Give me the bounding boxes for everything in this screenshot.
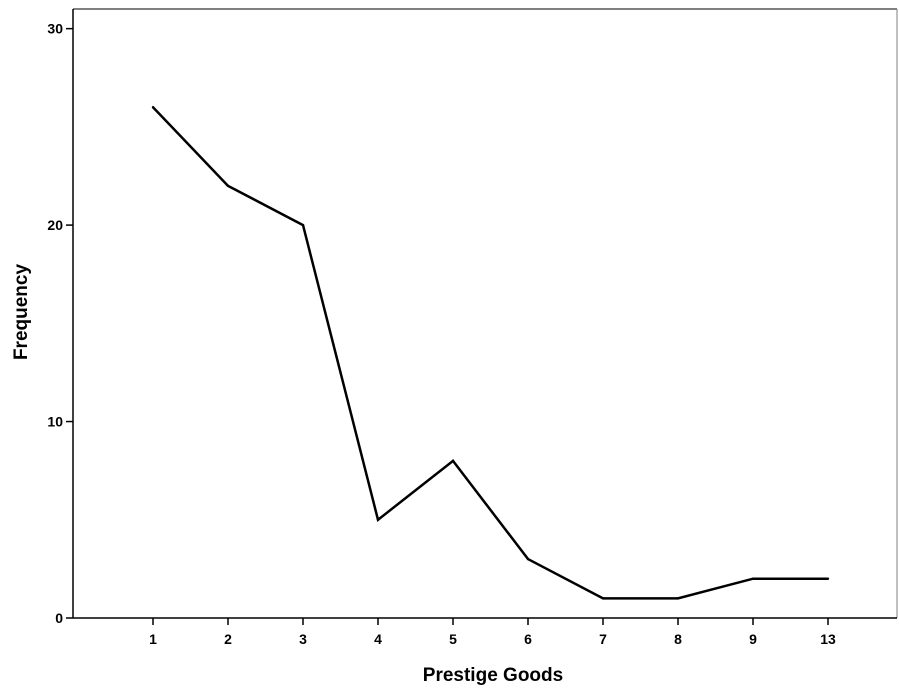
- data-point: [226, 184, 230, 188]
- x-tick-label: 2: [224, 631, 232, 647]
- x-tick-label: 1: [149, 631, 157, 647]
- y-tick-label: 0: [55, 610, 63, 626]
- data-point: [751, 577, 755, 580]
- series-group: [151, 106, 830, 600]
- series-line: [152, 106, 828, 600]
- x-tick-label: 6: [524, 631, 532, 647]
- y-tick-label: 30: [47, 21, 63, 37]
- x-tick-label: 7: [599, 631, 607, 647]
- y-tick-label: 10: [47, 414, 63, 430]
- x-tick-label: 5: [449, 631, 457, 647]
- data-point: [376, 518, 380, 521]
- x-tick-label: 8: [674, 631, 682, 647]
- data-point: [826, 577, 830, 580]
- x-axis-title: Prestige Goods: [423, 665, 563, 686]
- y-tick-label: 20: [47, 217, 63, 233]
- x-tick-label: 4: [374, 631, 382, 647]
- data-point: [676, 597, 680, 600]
- y-axis: 0 10 20 30: [47, 9, 74, 626]
- data-point: [301, 223, 305, 227]
- plot-frame: [73, 8, 898, 618]
- data-point: [601, 597, 605, 600]
- x-tick-label: 13: [820, 631, 836, 647]
- x-axis: 1 2 3 4 5 6 7 8 9 13: [73, 617, 897, 647]
- y-axis-title: Frequency: [11, 264, 32, 361]
- x-tick-label: 3: [299, 631, 307, 647]
- data-point: [526, 557, 530, 561]
- data-point: [451, 459, 455, 463]
- x-tick-label: 9: [749, 631, 757, 647]
- data-point: [151, 106, 155, 109]
